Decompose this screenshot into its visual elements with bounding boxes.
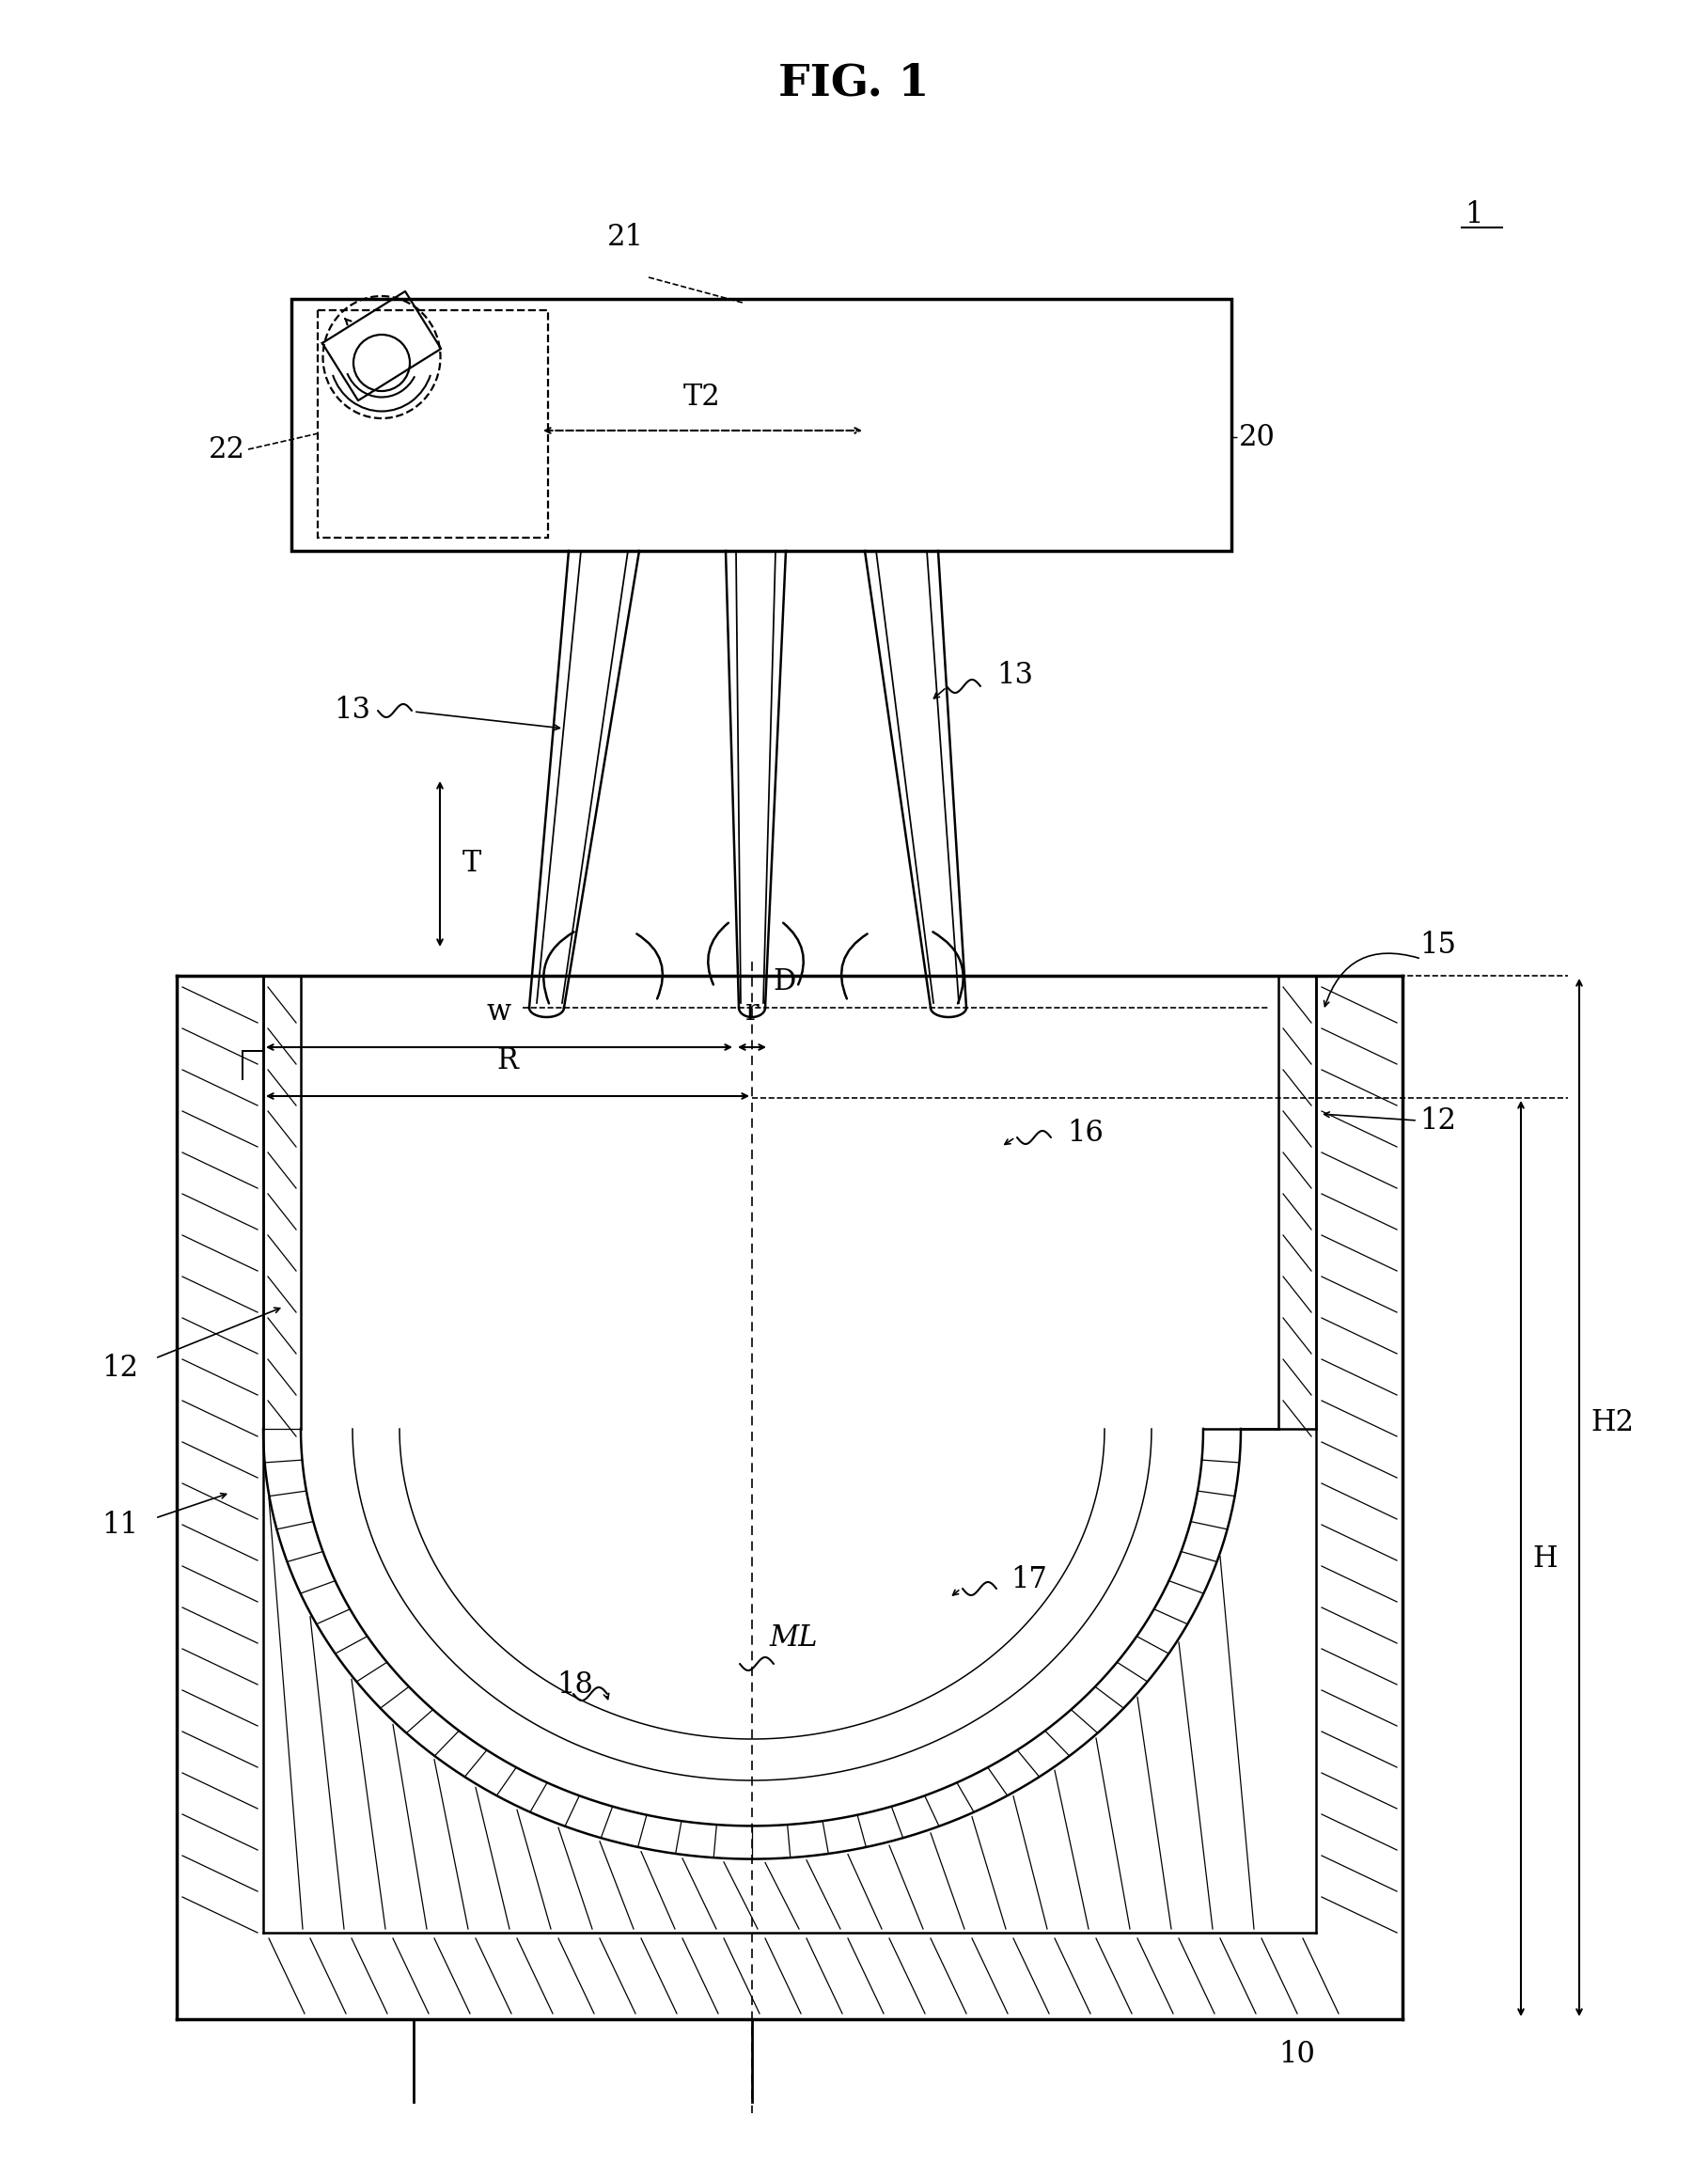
Text: w: w [487, 997, 511, 1027]
Text: 18: 18 [557, 1670, 593, 1700]
Text: R: R [497, 1047, 518, 1075]
Text: 16: 16 [1068, 1118, 1103, 1146]
Text: 13: 13 [996, 660, 1033, 690]
Text: 10: 10 [1278, 2040, 1315, 2068]
Text: 1: 1 [1464, 199, 1483, 229]
Text: r: r [745, 997, 758, 1027]
Text: FIG. 1: FIG. 1 [779, 61, 929, 104]
Text: 15: 15 [1419, 930, 1457, 960]
Text: H2: H2 [1590, 1408, 1635, 1436]
Text: 22: 22 [208, 435, 246, 463]
Text: ML: ML [769, 1622, 818, 1653]
Text: 21: 21 [606, 223, 644, 251]
Bar [292, 298, 1231, 552]
Text: T: T [463, 848, 482, 878]
Text: H: H [1532, 1544, 1558, 1573]
Text: D: D [772, 967, 796, 997]
Text: 11: 11 [101, 1510, 138, 1540]
Text: 12: 12 [1419, 1105, 1457, 1136]
Text: 13: 13 [333, 694, 371, 725]
Text: 12: 12 [101, 1354, 138, 1382]
Text: 20: 20 [1238, 424, 1276, 452]
Bar [318, 309, 548, 539]
Text: 17: 17 [1011, 1564, 1047, 1594]
Text: T2: T2 [683, 383, 721, 411]
